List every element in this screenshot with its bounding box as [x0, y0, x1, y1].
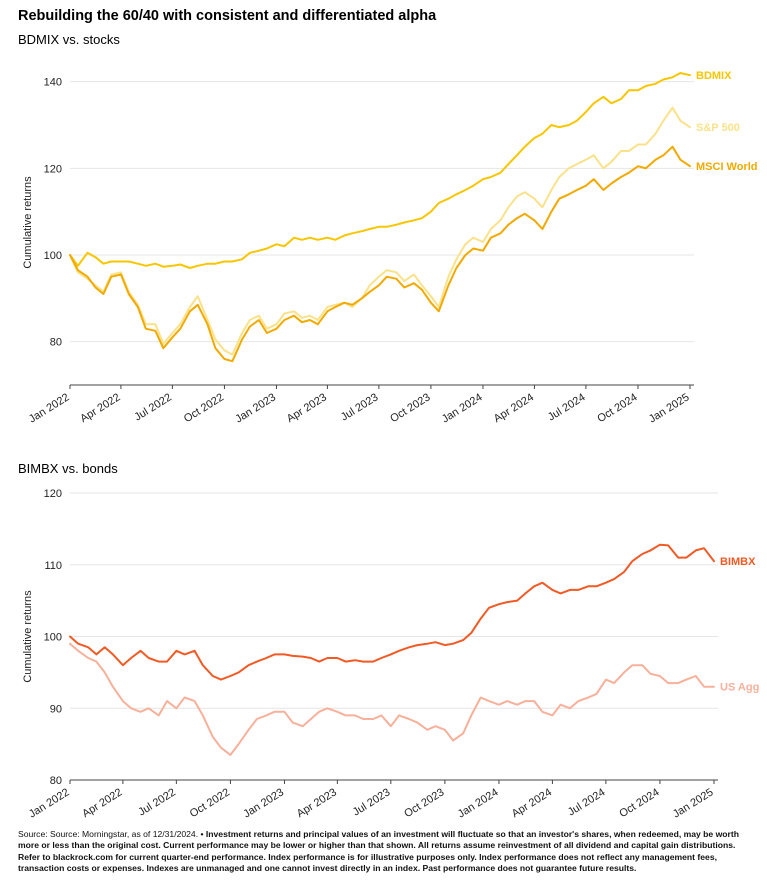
x-tick-label: Jul 2024 — [546, 391, 588, 423]
chart-title-stocks: BDMIX vs. stocks — [18, 32, 120, 47]
x-tick-label: Oct 2024 — [595, 391, 639, 425]
x-tick-label: Apr 2022 — [78, 391, 122, 425]
series-line-s-p-500 — [69, 106, 691, 356]
x-tick-label: Jan 2025 — [647, 391, 692, 425]
series-label-s-p-500: S&P 500 — [696, 122, 740, 134]
x-tick-label: Jul 2022 — [136, 786, 178, 818]
x-tick-label: Oct 2023 — [402, 786, 446, 820]
series-line-msci-world — [69, 145, 691, 363]
y-tick-label: 100 — [44, 632, 62, 644]
x-tick-label: Jan 2022 — [27, 391, 72, 425]
x-tick-label: Jul 2024 — [566, 786, 608, 818]
x-tick-label: Jul 2023 — [351, 786, 393, 818]
series-label-bdmix: BDMIX — [696, 70, 732, 82]
x-tick-label: Apr 2024 — [492, 391, 536, 425]
x-tick-label: Jul 2023 — [339, 391, 381, 423]
y-tick-label: 140 — [44, 77, 62, 89]
x-tick-label: Apr 2023 — [295, 786, 339, 820]
y-axis-label: Cumulative returns — [22, 176, 34, 269]
series-line-us-agg — [69, 642, 715, 756]
x-tick-label: Oct 2022 — [188, 786, 232, 820]
x-tick-label: Jan 2023 — [241, 786, 286, 820]
series-line-bdmix — [69, 72, 691, 269]
y-tick-label: 80 — [50, 775, 62, 787]
x-tick-label: Jan 2022 — [27, 786, 72, 820]
x-tick-label: Jan 2025 — [671, 786, 716, 820]
page-title: Rebuilding the 60/40 with consistent and… — [18, 8, 437, 24]
series-label-msci-world: MSCI World — [696, 161, 758, 173]
x-tick-label: Jan 2024 — [456, 786, 501, 820]
x-tick-label: Apr 2023 — [285, 391, 329, 425]
y-tick-label: 80 — [50, 337, 62, 349]
x-tick-label: Jan 2024 — [440, 391, 485, 425]
x-tick-label: Oct 2023 — [388, 391, 432, 425]
x-tick-label: Jan 2023 — [233, 391, 278, 425]
chart-bimbx-vs-bonds: 80 90 100 110 120 Jan 2022 Apr 2022 Jul 2022 Oct… — [22, 488, 759, 821]
footnote: Source: Source: Morningstar, as of 12/31… — [18, 829, 753, 875]
series-line-bimbx — [69, 543, 715, 681]
footnote-source: Source: Source: Morningstar, as of 12/31… — [18, 829, 199, 839]
x-tick-label: Oct 2024 — [617, 786, 661, 820]
footnote-disclaimer: • Investment returns and principal value… — [18, 829, 739, 874]
x-tick-label: Oct 2022 — [182, 391, 226, 425]
x-tick-label: Jul 2022 — [132, 391, 174, 423]
chart-title-bonds: BIMBX vs. bonds — [18, 461, 118, 476]
series-label-bimbx: BIMBX — [720, 556, 756, 568]
y-tick-label: 120 — [44, 488, 62, 500]
series-label-us-agg: US Agg — [720, 682, 759, 694]
y-axis-label: Cumulative returns — [22, 590, 34, 683]
y-tick-label: 90 — [50, 703, 62, 715]
y-tick-label: 120 — [44, 163, 62, 175]
y-tick-label: 110 — [44, 560, 62, 572]
y-tick-label: 100 — [44, 250, 62, 262]
x-tick-label: Apr 2024 — [510, 786, 554, 820]
x-tick-label: Apr 2022 — [80, 786, 124, 820]
